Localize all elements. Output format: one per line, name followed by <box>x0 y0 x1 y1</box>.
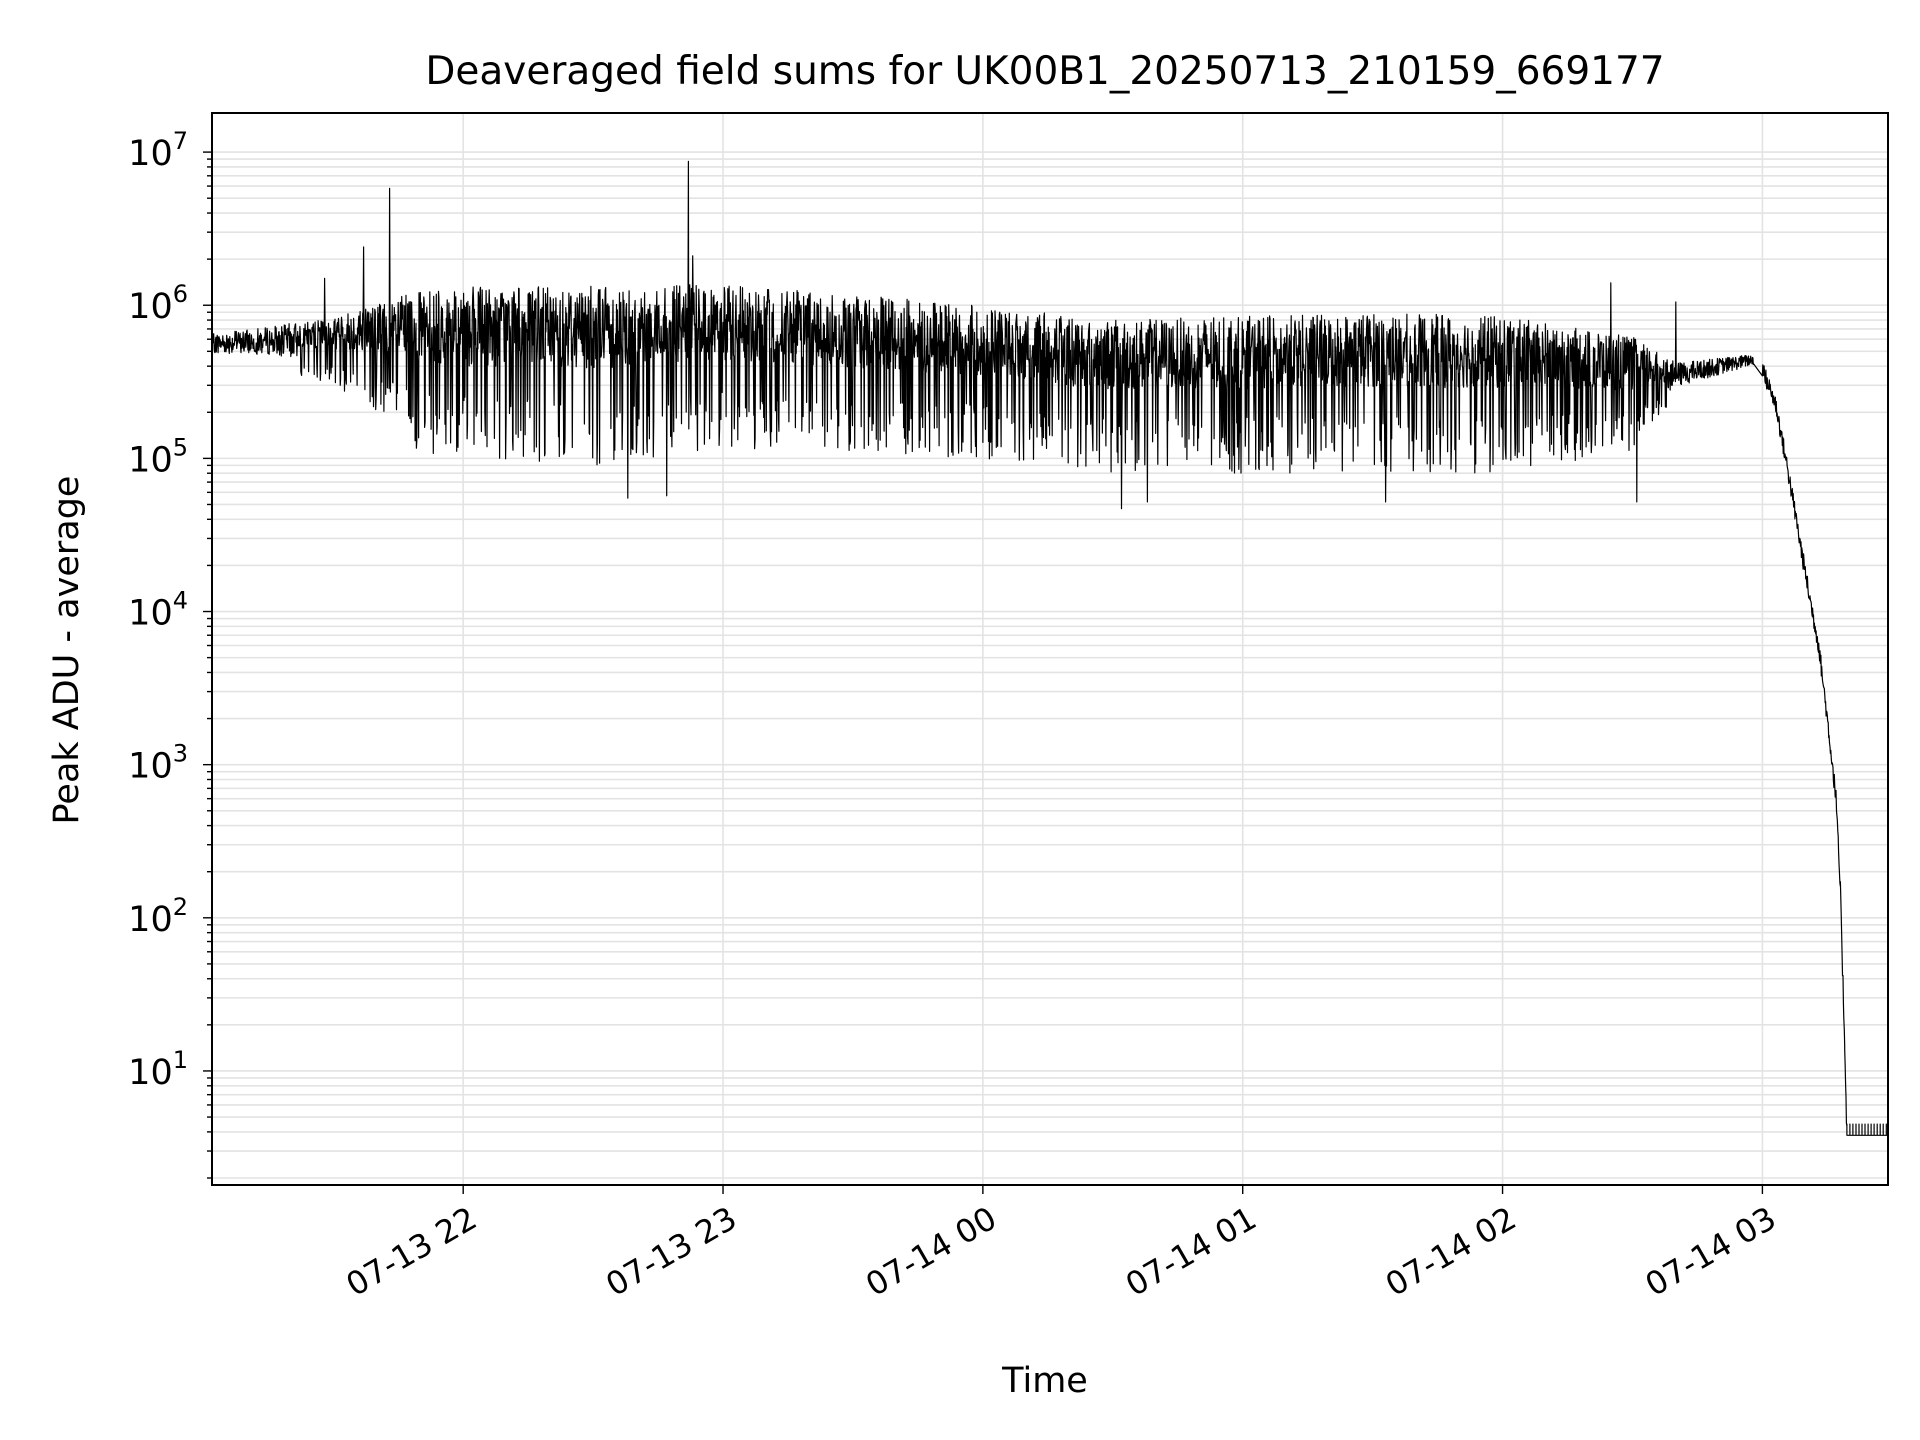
data-series <box>211 160 1888 1136</box>
grid <box>212 113 1888 1185</box>
series-line <box>211 160 1888 1136</box>
x-axis-label: Time <box>1001 1361 1088 1401</box>
y-tick-label: 106 <box>128 280 188 327</box>
y-tick-label: 107 <box>128 127 188 174</box>
y-axis-label: Peak ADU - average <box>47 476 87 825</box>
plot-frame <box>211 112 1889 1186</box>
y-tick-label: 103 <box>128 740 188 787</box>
y-tick-label: 101 <box>128 1046 188 1093</box>
chart-title: Deaveraged field sums for UK00B1_2025071… <box>425 49 1664 94</box>
y-tick-label: 104 <box>128 587 188 634</box>
y-tick-label: 102 <box>128 893 188 940</box>
y-tick-label: 105 <box>128 433 188 480</box>
axis-ticks <box>203 151 1764 1194</box>
